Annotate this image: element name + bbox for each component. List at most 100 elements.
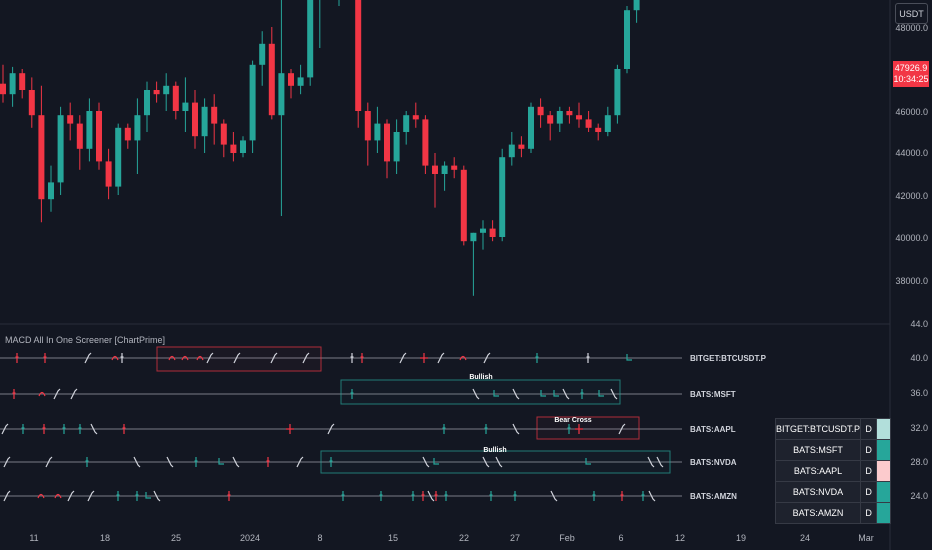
candle-body bbox=[585, 119, 592, 128]
tick-signal-icon bbox=[42, 424, 46, 434]
hook-signal-icon bbox=[433, 458, 439, 465]
cross-signal-icon bbox=[618, 423, 626, 435]
candle-body bbox=[480, 228, 486, 233]
tick-signal-icon bbox=[580, 389, 584, 399]
tick-signal-icon bbox=[641, 491, 645, 501]
candle-body bbox=[38, 115, 45, 200]
screener-symbol-label: BATS:AMZN bbox=[690, 492, 737, 501]
indicator-title[interactable]: MACD All In One Screener [ChartPrime] bbox=[5, 335, 166, 345]
tick-signal-icon bbox=[116, 491, 120, 501]
drop-signal-icon bbox=[512, 388, 520, 400]
drop-signal-icon bbox=[232, 456, 240, 468]
time-axis-label: 2024 bbox=[239, 533, 261, 543]
bar-countdown: 10:34:25 bbox=[893, 74, 929, 84]
drop-signal-icon bbox=[422, 456, 430, 468]
tick-signal-icon bbox=[620, 491, 624, 501]
candle-body bbox=[105, 161, 112, 187]
tick-signal-icon bbox=[421, 491, 425, 501]
screener-table-row: BITGET:BTCUSDT.P D bbox=[774, 418, 891, 440]
time-axis-label: 27 bbox=[509, 533, 521, 543]
tick-signal-icon bbox=[43, 353, 47, 363]
tick-signal-icon bbox=[379, 491, 383, 501]
hook-signal-icon bbox=[626, 354, 632, 361]
candle-body bbox=[115, 127, 122, 187]
cross-signal-icon bbox=[302, 352, 310, 364]
drop-signal-icon bbox=[648, 490, 656, 502]
screener-symbol-label: BATS:MSFT bbox=[690, 390, 736, 399]
signal-box bbox=[320, 450, 671, 474]
tick-signal-icon bbox=[586, 353, 590, 363]
screener-symbol-label: BATS:AAPL bbox=[690, 425, 736, 434]
time-axis-label: 24 bbox=[799, 533, 811, 543]
drop-signal-icon bbox=[90, 423, 98, 435]
drop-signal-icon bbox=[647, 456, 655, 468]
candle-body bbox=[230, 144, 237, 153]
candle-body bbox=[624, 10, 630, 69]
candle-body bbox=[441, 165, 448, 174]
table-symbol: BATS:AMZN bbox=[774, 502, 862, 524]
price-axis-label: 38000.0 bbox=[895, 276, 928, 286]
screener-table-row: BATS:AAPL D bbox=[774, 460, 891, 482]
plus-signal-icon bbox=[286, 424, 294, 434]
cross-signal-icon bbox=[70, 388, 78, 400]
screener-symbol-label: BATS:NVDA bbox=[690, 458, 737, 467]
candle-body bbox=[211, 106, 218, 124]
hook-signal-icon bbox=[540, 390, 546, 397]
candle-body bbox=[201, 106, 208, 137]
signal-annotation: Bullish bbox=[483, 447, 507, 454]
cross-signal-icon bbox=[233, 352, 241, 364]
candle-body bbox=[374, 123, 381, 141]
cross-signal-icon bbox=[483, 352, 491, 364]
time-axis-label: 22 bbox=[458, 533, 470, 543]
candle-body bbox=[412, 115, 419, 120]
tick-signal-icon bbox=[411, 491, 415, 501]
drop-signal-icon bbox=[656, 456, 664, 468]
candle-body bbox=[547, 115, 554, 124]
signal-annotation: Bullish bbox=[469, 374, 493, 381]
candlestick-series bbox=[0, 0, 640, 296]
tick-signal-icon bbox=[122, 424, 126, 434]
candle-body bbox=[278, 73, 285, 116]
tick-signal-icon bbox=[85, 457, 89, 467]
candle-body bbox=[432, 165, 438, 174]
screener-table-row: BATS:AMZN D bbox=[774, 502, 891, 524]
cross-signal-icon bbox=[87, 490, 95, 502]
candle-body bbox=[124, 127, 131, 141]
candle-body bbox=[604, 115, 611, 132]
cross-signal-icon bbox=[3, 490, 11, 502]
candle-body bbox=[393, 132, 400, 162]
indicator-axis-label: 36.0 bbox=[910, 388, 928, 398]
candle-body bbox=[96, 111, 102, 162]
tick-signal-icon bbox=[194, 457, 198, 467]
candle-body bbox=[259, 43, 266, 65]
table-timeframe: D bbox=[860, 502, 878, 524]
arc-signal-icon bbox=[196, 355, 204, 361]
table-symbol: BATS:MSFT bbox=[774, 439, 862, 461]
hook-signal-icon bbox=[598, 390, 604, 397]
candle-body bbox=[134, 115, 141, 141]
arc-signal-icon bbox=[111, 355, 119, 361]
candle-body bbox=[9, 73, 16, 95]
arc-signal-icon bbox=[459, 355, 467, 361]
hook-signal-icon bbox=[218, 458, 224, 465]
time-axis-label: Mar bbox=[858, 533, 874, 543]
candle-body bbox=[451, 165, 458, 170]
tick-signal-icon bbox=[444, 491, 448, 501]
table-status-swatch bbox=[876, 481, 891, 503]
table-timeframe: D bbox=[860, 418, 878, 440]
currency-button[interactable]: USDT bbox=[895, 3, 928, 24]
cross-signal-icon bbox=[327, 423, 335, 435]
candle-body bbox=[422, 119, 429, 166]
candle-body bbox=[220, 123, 227, 145]
screener-table: BITGET:BTCUSDT.P D BATS:MSFT D BATS:AAPL… bbox=[774, 418, 891, 524]
table-timeframe: D bbox=[860, 481, 878, 503]
indicator-axis-label: 32.0 bbox=[910, 423, 928, 433]
drop-signal-icon bbox=[482, 456, 490, 468]
drop-signal-icon bbox=[550, 490, 558, 502]
tick-signal-icon bbox=[227, 491, 231, 501]
candle-body bbox=[249, 64, 256, 141]
tick-signal-icon bbox=[78, 424, 82, 434]
candle-body bbox=[268, 43, 275, 116]
time-axis-label: 6 bbox=[618, 533, 624, 543]
